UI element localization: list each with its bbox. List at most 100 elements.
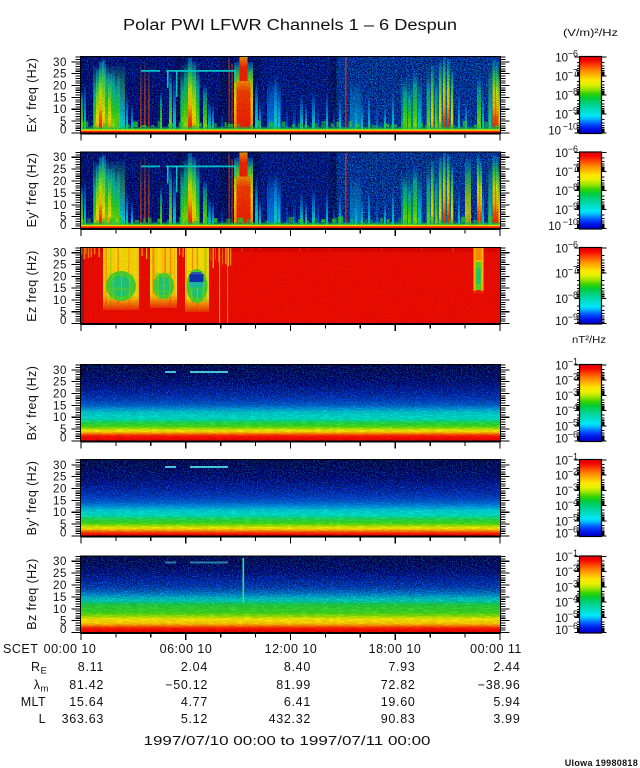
svg-text:10: 10 — [555, 294, 568, 306]
svg-text:−2: −2 — [568, 563, 578, 573]
svg-text:10: 10 — [555, 148, 568, 160]
svg-text:15: 15 — [53, 592, 67, 604]
svg-text:10: 10 — [555, 516, 568, 528]
svg-text:8.11: 8.11 — [78, 660, 104, 674]
svg-text:10: 10 — [555, 582, 568, 594]
svg-text:30: 30 — [53, 460, 67, 472]
svg-text:−5: −5 — [568, 417, 578, 427]
svg-text:0: 0 — [60, 433, 67, 445]
svg-text:4.77: 4.77 — [181, 695, 208, 709]
svg-text:10: 10 — [555, 598, 568, 610]
svg-text:2.04: 2.04 — [181, 660, 208, 674]
svg-text:λ: λ — [34, 678, 41, 692]
svg-text:−10: −10 — [563, 122, 578, 132]
svg-text:10: 10 — [53, 200, 67, 212]
svg-text:−5: −5 — [568, 609, 578, 619]
svg-text:−2: −2 — [568, 467, 578, 477]
svg-text:10: 10 — [53, 604, 67, 616]
svg-text:5.94: 5.94 — [493, 695, 520, 709]
svg-text:−9: −9 — [568, 106, 578, 116]
svg-text:−4: −4 — [568, 497, 578, 507]
svg-text:10: 10 — [555, 53, 568, 65]
svg-text:−7: −7 — [568, 68, 578, 78]
svg-text:10: 10 — [555, 391, 568, 403]
svg-text:10: 10 — [555, 186, 568, 198]
svg-text:6.41: 6.41 — [284, 695, 311, 709]
svg-text:−1: −1 — [568, 357, 578, 367]
svg-text:Ez freq (Hz): Ez freq (Hz) — [25, 250, 39, 321]
svg-text:10: 10 — [555, 625, 568, 637]
svg-text:10: 10 — [555, 421, 568, 433]
svg-text:−7: −7 — [568, 163, 578, 173]
svg-text:25: 25 — [53, 164, 67, 176]
svg-text:15: 15 — [53, 495, 67, 507]
svg-text:00:00 10: 00:00 10 — [44, 642, 97, 656]
svg-text:72.82: 72.82 — [381, 678, 416, 692]
svg-text:R: R — [31, 660, 40, 674]
svg-text:10: 10 — [555, 376, 568, 388]
svg-text:0: 0 — [60, 220, 67, 232]
svg-text:10: 10 — [555, 72, 568, 84]
svg-text:2.44: 2.44 — [493, 660, 520, 674]
svg-text:(V/m)²/Hz: (V/m)²/Hz — [563, 28, 618, 39]
svg-text:10: 10 — [555, 486, 568, 498]
svg-text:−6: −6 — [568, 525, 578, 535]
svg-text:−38.96: −38.96 — [478, 678, 521, 692]
svg-text:90.83: 90.83 — [381, 712, 416, 726]
svg-text:25: 25 — [53, 260, 67, 272]
svg-text:20: 20 — [53, 176, 67, 188]
svg-text:−3: −3 — [568, 482, 578, 492]
svg-text:10: 10 — [555, 269, 568, 281]
svg-text:10: 10 — [555, 316, 568, 328]
svg-text:−7: −7 — [568, 265, 578, 275]
svg-text:1997/07/10 00:00 to 1997/07/11: 1997/07/10 00:00 to 1997/07/11 00:00 — [144, 734, 431, 748]
svg-text:10: 10 — [555, 91, 568, 103]
svg-text:−3: −3 — [568, 578, 578, 588]
svg-text:20: 20 — [53, 271, 67, 283]
svg-text:−9: −9 — [568, 312, 578, 322]
svg-text:−2: −2 — [568, 372, 578, 382]
svg-text:10: 10 — [555, 110, 568, 122]
svg-text:25: 25 — [53, 472, 67, 484]
svg-text:m: m — [41, 684, 49, 695]
svg-text:10: 10 — [53, 412, 67, 424]
svg-text:−6: −6 — [568, 621, 578, 631]
svg-text:5: 5 — [60, 519, 67, 531]
svg-text:30: 30 — [53, 248, 67, 260]
svg-text:nT²/Hz: nT²/Hz — [572, 335, 606, 346]
svg-text:−6: −6 — [568, 144, 578, 154]
svg-text:20: 20 — [53, 580, 67, 592]
svg-text:5: 5 — [60, 616, 67, 628]
svg-text:10: 10 — [555, 406, 568, 418]
svg-text:15: 15 — [53, 92, 67, 104]
svg-text:−8: −8 — [568, 290, 578, 300]
svg-text:10: 10 — [555, 244, 568, 256]
svg-text:MLT: MLT — [21, 695, 46, 709]
svg-text:10: 10 — [53, 104, 67, 116]
svg-text:−6: −6 — [568, 430, 578, 440]
svg-text:19.60: 19.60 — [381, 695, 416, 709]
svg-text:L: L — [39, 712, 46, 726]
svg-text:−1: −1 — [568, 452, 578, 462]
svg-text:20: 20 — [53, 389, 67, 401]
svg-text:5: 5 — [60, 307, 67, 319]
svg-text:Eyʼ freq (Hz): Eyʼ freq (Hz) — [25, 153, 39, 228]
svg-text:0: 0 — [60, 624, 67, 636]
svg-text:−6: −6 — [568, 240, 578, 250]
svg-text:06:00 10: 06:00 10 — [160, 642, 213, 656]
svg-text:12:00 10: 12:00 10 — [265, 642, 318, 656]
svg-text:5: 5 — [60, 424, 67, 436]
svg-text:15: 15 — [53, 283, 67, 295]
svg-text:UIowa 19980818: UIowa 19980818 — [565, 758, 638, 768]
svg-text:Bxʼ freq (Hz): Bxʼ freq (Hz) — [25, 366, 39, 441]
svg-text:10: 10 — [555, 529, 568, 541]
svg-text:−4: −4 — [568, 402, 578, 412]
svg-text:10: 10 — [555, 167, 568, 179]
svg-text:−6: −6 — [568, 49, 578, 59]
svg-text:10: 10 — [53, 295, 67, 307]
svg-text:10: 10 — [555, 552, 568, 564]
svg-text:20: 20 — [53, 484, 67, 496]
svg-text:−3: −3 — [568, 387, 578, 397]
svg-text:10: 10 — [53, 507, 67, 519]
svg-text:81.99: 81.99 — [276, 678, 311, 692]
